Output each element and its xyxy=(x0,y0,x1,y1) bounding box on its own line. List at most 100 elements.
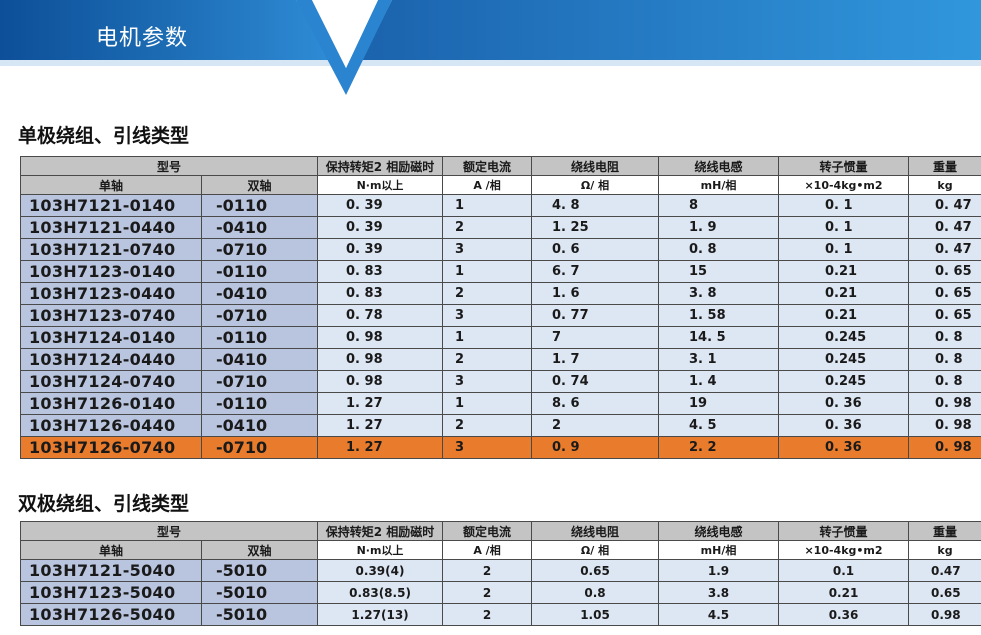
inductance-cell: 4. 5 xyxy=(658,414,780,437)
inductance-cell: 1.9 xyxy=(658,559,780,582)
model-dual-cell: -0110 xyxy=(200,326,319,349)
resistance-cell: 0. 77 xyxy=(531,304,660,327)
model-dual-cell: -0410 xyxy=(200,414,319,437)
torque-cell: 0. 83 xyxy=(317,282,444,305)
model-single-cell: 103H7124-0440 xyxy=(20,348,202,371)
bipolar-spec-table: 型号 保持转矩2 相励磁时 额定电流 绕线电阻 绕线电感 转子惯量 重量 单轴 … xyxy=(19,521,981,626)
header-current: 额定电流 xyxy=(442,521,533,541)
current-cell: 1 xyxy=(442,392,533,415)
header-resistance: 绕线电阻 xyxy=(531,156,660,176)
header-torque: 保持转矩2 相励磁时 xyxy=(317,521,444,541)
weight-cell: 0. 98 xyxy=(908,414,981,437)
table-row: 103H7123-5040 -5010 0.83(8.5) 2 0.8 3.8 0.21 0.… xyxy=(20,581,981,604)
current-cell: 1 xyxy=(442,260,533,283)
inertia-cell: 0.1 xyxy=(778,559,910,582)
model-single-cell: 103H7121-5040 xyxy=(20,559,202,582)
table-row: 103H7126-0140 -0110 1. 27 1 8. 6 19 0. 36 0. 98 xyxy=(20,392,981,415)
model-dual-cell: -0410 xyxy=(200,216,319,239)
model-single-cell: 103H7124-0140 xyxy=(20,326,202,349)
torque-cell: 0. 39 xyxy=(317,194,444,217)
resistance-cell: 4. 8 xyxy=(531,194,660,217)
current-cell: 3 xyxy=(442,304,533,327)
weight-cell: 0. 98 xyxy=(908,392,981,415)
model-single-cell: 103H7124-0740 xyxy=(20,370,202,393)
inductance-cell: 1. 9 xyxy=(658,216,780,239)
resistance-cell: 0.8 xyxy=(531,581,660,604)
model-single-cell: 103H7126-0140 xyxy=(20,392,202,415)
subheader-current-unit: A /相 xyxy=(442,175,533,195)
header-inertia: 转子惯量 xyxy=(778,156,910,176)
inertia-cell: 0.245 xyxy=(778,348,910,371)
header-current: 额定电流 xyxy=(442,156,533,176)
model-dual-cell: -0710 xyxy=(200,238,319,261)
torque-cell: 0. 39 xyxy=(317,238,444,261)
model-dual-cell: -0110 xyxy=(200,260,319,283)
subheader-weight-unit: kg xyxy=(908,175,981,195)
inertia-cell: 0. 36 xyxy=(778,436,910,459)
resistance-cell: 7 xyxy=(531,326,660,349)
current-cell: 3 xyxy=(442,370,533,393)
inductance-cell: 8 xyxy=(658,194,780,217)
current-cell: 2 xyxy=(442,348,533,371)
current-cell: 2 xyxy=(442,216,533,239)
current-cell: 2 xyxy=(442,414,533,437)
table-row: 103H7121-0140 -0110 0. 39 1 4. 8 8 0. 1 0. 47 xyxy=(20,194,981,217)
weight-cell: 0.65 xyxy=(908,581,981,604)
table-row: 103H7121-0440 -0410 0. 39 2 1. 25 1. 9 0. 1 0. … xyxy=(20,216,981,239)
table-row: 103H7123-0140 -0110 0. 83 1 6. 7 15 0.21 0. 65 xyxy=(20,260,981,283)
subheader-weight-unit: kg xyxy=(908,540,981,560)
model-dual-cell: -5010 xyxy=(200,559,319,582)
model-single-cell: 103H7121-0140 xyxy=(20,194,202,217)
model-dual-cell: -0410 xyxy=(200,282,319,305)
model-single-cell: 103H7121-0740 xyxy=(20,238,202,261)
inertia-cell: 0. 36 xyxy=(778,414,910,437)
table-row: 103H7123-0440 -0410 0. 83 2 1. 6 3. 8 0.21 0. 6… xyxy=(20,282,981,305)
current-cell: 2 xyxy=(442,603,533,626)
current-cell: 2 xyxy=(442,282,533,305)
resistance-cell: 8. 6 xyxy=(531,392,660,415)
unipolar-table-body: 103H7121-0140 -0110 0. 39 1 4. 8 8 0. 1 0. 47 10… xyxy=(20,194,981,459)
table-subheader-row: 单轴 双轴 N·m以上 A /相 Ω/ 相 mH/相 ×10-4kg•m2 kg xyxy=(20,175,981,195)
resistance-cell: 2 xyxy=(531,414,660,437)
subheader-resistance-unit: Ω/ 相 xyxy=(531,540,660,560)
table-header-row: 型号 保持转矩2 相励磁时 额定电流 绕线电阻 绕线电感 转子惯量 重量 xyxy=(19,156,981,176)
model-single-cell: 103H7126-5040 xyxy=(20,603,202,626)
current-cell: 1 xyxy=(442,326,533,349)
torque-cell: 0. 98 xyxy=(317,370,444,393)
subheader-single: 单轴 xyxy=(20,175,202,195)
inertia-cell: 0.36 xyxy=(778,603,910,626)
weight-cell: 0. 65 xyxy=(908,304,981,327)
table-row: 103H7124-0440 -0410 0. 98 2 1. 7 3. 1 0.245 0. … xyxy=(20,348,981,371)
inductance-cell: 14. 5 xyxy=(658,326,780,349)
table-header-row: 型号 保持转矩2 相励磁时 额定电流 绕线电阻 绕线电感 转子惯量 重量 xyxy=(19,521,981,541)
model-dual-cell: -0410 xyxy=(200,348,319,371)
banner-graphic xyxy=(0,0,981,95)
weight-cell: 0. 65 xyxy=(908,260,981,283)
current-cell: 3 xyxy=(442,238,533,261)
torque-cell: 0. 98 xyxy=(317,348,444,371)
inductance-cell: 3. 8 xyxy=(658,282,780,305)
resistance-cell: 0. 6 xyxy=(531,238,660,261)
inertia-cell: 0. 1 xyxy=(778,194,910,217)
table-row: 103H7126-0440 -0410 1. 27 2 2 4. 5 0. 36 0. 98 xyxy=(20,414,981,437)
resistance-cell: 0. 74 xyxy=(531,370,660,393)
model-single-cell: 103H7126-0440 xyxy=(20,414,202,437)
torque-cell: 1. 27 xyxy=(317,392,444,415)
resistance-cell: 1.05 xyxy=(531,603,660,626)
model-single-cell: 103H7123-0740 xyxy=(20,304,202,327)
weight-cell: 0. 98 xyxy=(908,436,981,459)
current-cell: 3 xyxy=(442,436,533,459)
torque-cell: 0. 39 xyxy=(317,216,444,239)
inertia-cell: 0. 1 xyxy=(778,216,910,239)
inductance-cell: 0. 8 xyxy=(658,238,780,261)
table-row: 103H7126-5040 -5010 1.27(13) 2 1.05 4.5 0.36 0.… xyxy=(20,603,981,626)
subheader-inertia-unit: ×10-4kg•m2 xyxy=(778,540,910,560)
weight-cell: 0. 47 xyxy=(908,194,981,217)
weight-cell: 0. 8 xyxy=(908,326,981,349)
bipolar-section-title: 双极绕组、引线类型 xyxy=(18,493,190,515)
subheader-single: 单轴 xyxy=(20,540,202,560)
model-dual-cell: -0110 xyxy=(200,194,319,217)
header-inertia: 转子惯量 xyxy=(778,521,910,541)
inertia-cell: 0.21 xyxy=(778,581,910,604)
subheader-torque-unit: N·m以上 xyxy=(317,175,444,195)
